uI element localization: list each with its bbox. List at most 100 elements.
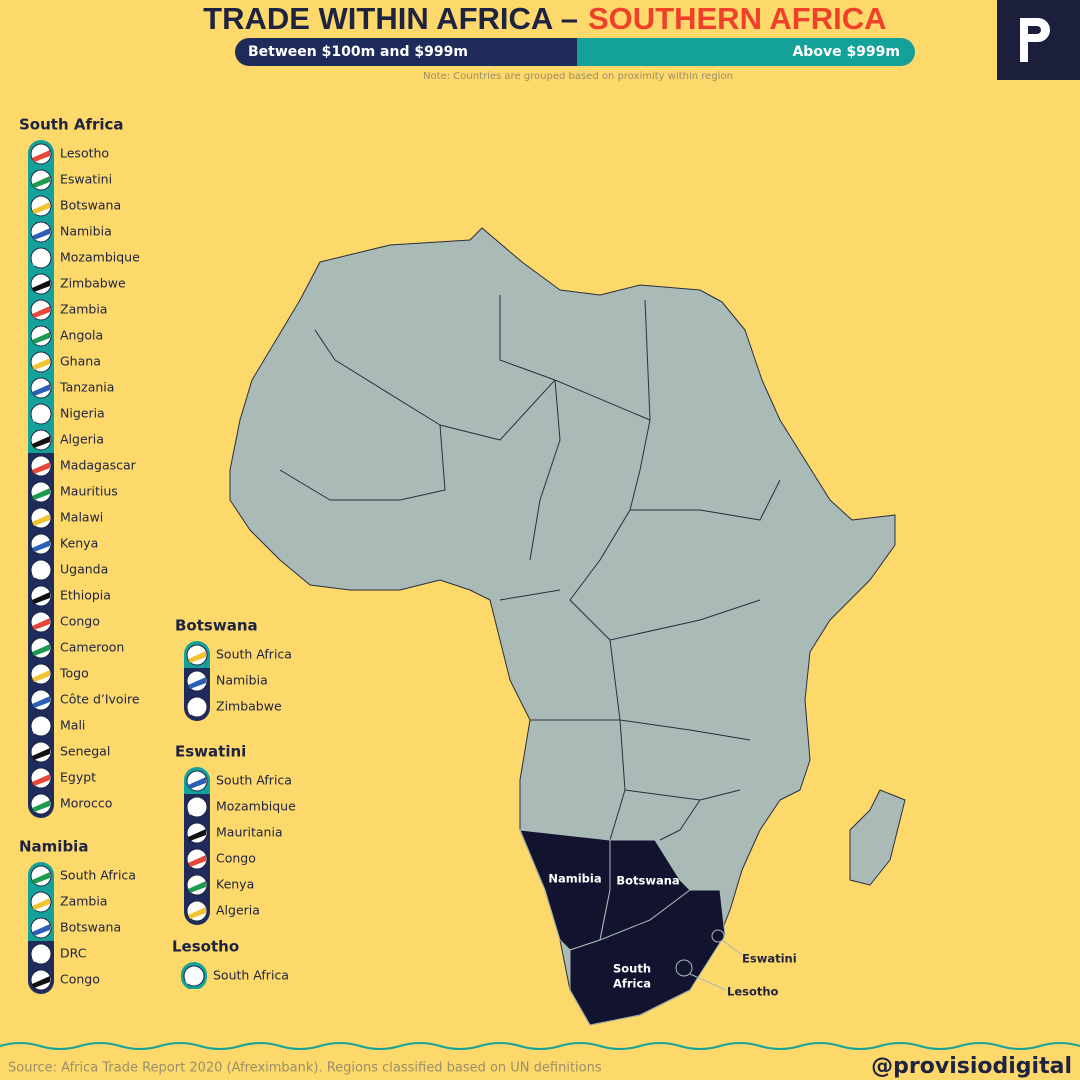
flag-stripe — [188, 703, 206, 715]
partner-name: Morocco — [60, 796, 112, 811]
flag-stripe — [188, 803, 206, 815]
partner-name: Eswatini — [60, 172, 112, 187]
partner-name: Uganda — [60, 562, 108, 577]
legend-low — [235, 38, 577, 66]
map-label: Namibia — [548, 872, 601, 886]
partner-name: Egypt — [60, 770, 96, 785]
title: TRADE WITHIN AFRICA – — [203, 1, 578, 36]
leader-line — [689, 973, 727, 991]
map-label: Eswatini — [742, 952, 797, 966]
partner-name: Algeria — [60, 432, 104, 447]
flag-stripe — [32, 254, 50, 266]
partner-name: Botswana — [60, 920, 121, 935]
flag-stripe — [32, 410, 50, 422]
partner-name: Zambia — [60, 302, 107, 317]
flag-stripe — [32, 898, 50, 910]
group-title: Lesotho — [172, 938, 239, 956]
partner-name: Cameroon — [60, 640, 124, 655]
group-title: Eswatini — [175, 743, 246, 761]
partner-name: Zambia — [60, 894, 107, 909]
leader-line — [721, 939, 743, 956]
legend-label: Above $999m — [792, 44, 900, 60]
partner-name: Congo — [60, 972, 100, 987]
partner-name: Congo — [60, 614, 100, 629]
flag-stripe — [188, 881, 206, 893]
source: Source: Africa Trade Report 2020 (Afrexi… — [8, 1061, 602, 1076]
map-label: Lesotho — [727, 985, 779, 999]
map-label: South — [613, 962, 651, 976]
partner-name: Mozambique — [216, 799, 296, 814]
partner-name: Namibia — [60, 224, 112, 239]
partner-name: Togo — [59, 666, 89, 681]
partner-name: Madagascar — [60, 458, 137, 473]
flag-stripe — [32, 176, 50, 188]
partner-name: South Africa — [216, 647, 292, 662]
partner-name: Mali — [60, 718, 85, 733]
map — [229, 227, 906, 1026]
flag-stripe — [32, 592, 50, 604]
logo-mark — [1020, 18, 1050, 62]
partner-name: Kenya — [216, 877, 254, 892]
flag-stripe — [188, 855, 206, 867]
flag-stripe — [32, 436, 50, 448]
partner-name: Congo — [216, 851, 256, 866]
partner-name: Tanzania — [59, 380, 114, 395]
partner-name: Namibia — [216, 673, 268, 688]
group-title: South Africa — [19, 116, 124, 134]
partner-name: South Africa — [213, 968, 289, 983]
flag-stripe — [32, 384, 50, 396]
partner-name: Mauritius — [60, 484, 118, 499]
group-title: Namibia — [19, 838, 88, 856]
wave — [0, 1042, 1080, 1050]
flag-stripe — [32, 150, 50, 162]
partner-name: Lesotho — [60, 146, 109, 161]
flag-stripe — [32, 696, 50, 708]
flag-stripe — [32, 644, 50, 656]
lesotho — [675, 959, 693, 977]
flag-stripe — [188, 777, 206, 789]
partner-name: Ethiopia — [60, 588, 111, 603]
flag-stripe — [32, 748, 50, 760]
flag-stripe — [188, 907, 206, 919]
group-title: Botswana — [175, 617, 258, 635]
flag-stripe — [188, 651, 206, 663]
flag-stripe — [32, 950, 50, 962]
title-region: SOUTHERN AFRICA — [588, 1, 887, 36]
partner-name: Côte d’Ivoire — [60, 692, 140, 707]
africa — [229, 227, 896, 1026]
handle: @provisiodigital — [871, 1054, 1072, 1079]
partner-name: Kenya — [60, 536, 98, 551]
partner-name: South Africa — [60, 868, 136, 883]
flag-stripe — [32, 280, 50, 292]
flag-stripe — [32, 488, 50, 500]
legend-high — [577, 38, 915, 66]
partner-name: Mozambique — [60, 250, 140, 265]
flag-stripe — [32, 722, 50, 734]
madagascar — [849, 789, 906, 886]
partner-name: Botswana — [60, 198, 121, 213]
partner-name: Senegal — [60, 744, 110, 759]
partner-name: Malawi — [60, 510, 103, 525]
partner-name: Zimbabwe — [60, 276, 126, 291]
map-label: Botswana — [616, 874, 679, 888]
note: Note: Countries are grouped based on pro… — [423, 71, 733, 82]
flag-stripe — [32, 774, 50, 786]
partner-name: Zimbabwe — [216, 699, 282, 714]
partner-name: Angola — [60, 328, 103, 343]
flag-stripe — [32, 618, 50, 630]
map-label: Africa — [613, 977, 651, 991]
flag-stripe — [32, 976, 50, 988]
partner-name: DRC — [60, 946, 87, 961]
flag-stripe — [32, 228, 50, 240]
eswatini — [711, 929, 725, 943]
partner-name: Mauritania — [216, 825, 283, 840]
flag-stripe — [32, 872, 50, 884]
flag-stripe — [32, 540, 50, 552]
flag-stripe — [32, 202, 50, 214]
flag-stripe — [32, 924, 50, 936]
flag-stripe — [188, 677, 206, 689]
flag-stripe — [32, 800, 50, 812]
flag-stripe — [185, 972, 203, 984]
flag-stripe — [32, 514, 50, 526]
